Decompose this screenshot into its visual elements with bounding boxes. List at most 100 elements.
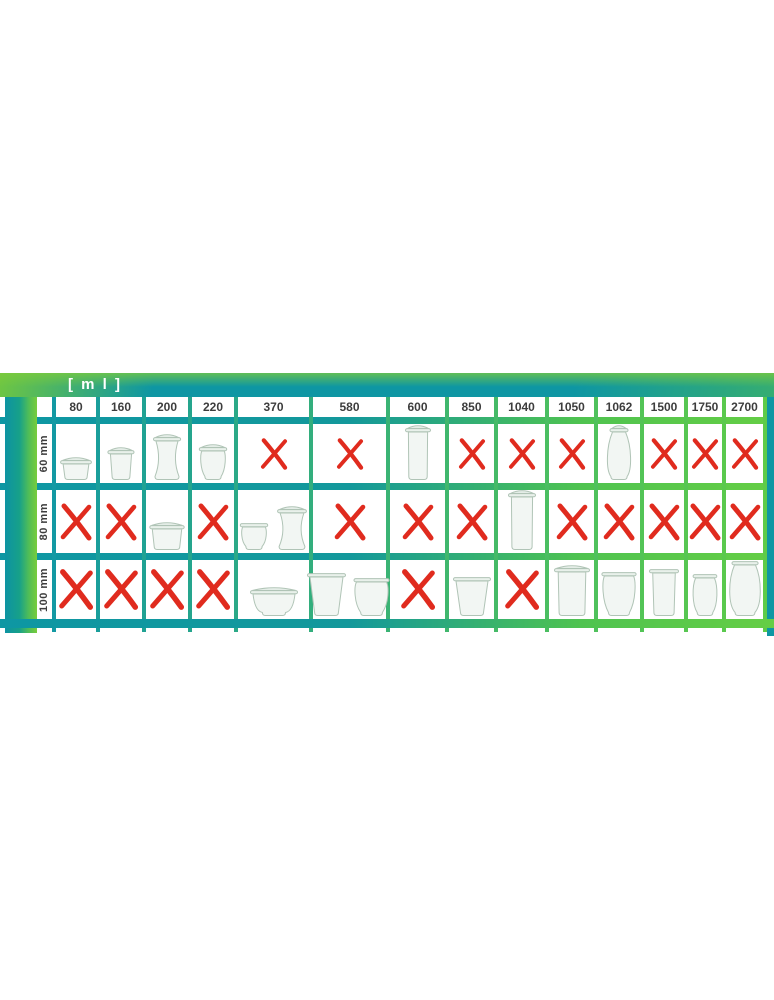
cell-80mm-1062ml (598, 490, 640, 553)
cell-80mm-600ml (390, 490, 445, 553)
column-header-1040: 1040 (498, 397, 545, 417)
cell-60mm-160ml (100, 424, 142, 483)
glass-jar-icon (107, 447, 135, 480)
diameter-label: 100 mm (38, 567, 50, 612)
cell-100mm-580ml (307, 560, 390, 619)
glass-jar-icon (601, 572, 637, 616)
glass-jar-icon (249, 587, 298, 616)
cell-80mm-80ml (56, 490, 96, 553)
cell-100mm-1050ml (549, 560, 594, 619)
glass-jar-icon (153, 434, 182, 480)
glass-jar-icon (149, 522, 185, 550)
unavailable-x-icon (458, 437, 485, 470)
cell-60mm-580ml (313, 424, 386, 483)
cell-80mm-220ml (192, 490, 234, 553)
column-header-label: 370 (263, 400, 284, 414)
cell-100mm-200ml (146, 560, 188, 619)
unavailable-x-icon (150, 569, 185, 610)
glass-jar-icon (649, 569, 679, 616)
grid-line-vertical (763, 397, 767, 632)
right-edge-bar (767, 397, 774, 636)
column-header-200: 200 (146, 397, 188, 417)
cell-80mm-160ml (100, 490, 142, 553)
cell-100mm-370ml (238, 560, 309, 619)
grid-line-vertical (188, 397, 192, 632)
column-header-label: 1500 (650, 400, 678, 414)
unavailable-x-icon (59, 569, 94, 610)
grid-line-vertical (494, 397, 498, 632)
glass-jar-icon (353, 578, 390, 616)
column-header-1062: 1062 (598, 397, 640, 417)
unavailable-x-icon (197, 503, 229, 540)
cell-100mm-1040ml (498, 560, 545, 619)
column-header-label: 80 (69, 400, 83, 414)
unavailable-x-icon (648, 503, 680, 540)
grid-line-vertical (52, 397, 56, 632)
cell-100mm-600ml (390, 560, 445, 619)
unavailable-x-icon (558, 437, 585, 470)
cell-100mm-850ml (449, 560, 494, 619)
column-header-2700: 2700 (726, 397, 763, 417)
diameter-label: 60 mm (38, 434, 50, 473)
cell-80mm-1040ml (498, 490, 545, 553)
cell-60mm-1040ml (498, 424, 545, 483)
grid-line-vertical (594, 397, 598, 632)
column-header-80: 80 (56, 397, 96, 417)
unavailable-x-icon (105, 503, 137, 540)
column-header-370: 370 (238, 397, 309, 417)
row-label-80-mm: 80 mm (36, 490, 52, 553)
unavailable-x-icon (456, 503, 487, 540)
column-header-label: 580 (339, 400, 360, 414)
unavailable-x-icon (104, 569, 139, 610)
glass-jar-icon (307, 573, 346, 616)
unavailable-x-icon (650, 437, 678, 470)
unavailable-x-icon (603, 503, 635, 540)
cell-80mm-1750ml (688, 490, 722, 553)
glass-jar-icon (553, 565, 590, 616)
cell-60mm-2700ml (726, 424, 763, 483)
diameter-label: 80 mm (38, 502, 50, 541)
glass-jar-icon (507, 490, 536, 550)
cell-80mm-1500ml (644, 490, 684, 553)
grid-line-vertical (445, 397, 449, 632)
column-header-220: 220 (192, 397, 234, 417)
unavailable-x-icon (400, 569, 435, 610)
cell-60mm-220ml (192, 424, 234, 483)
unavailable-x-icon (402, 503, 433, 540)
grid-line-bottom (0, 619, 774, 628)
cell-100mm-1750ml (688, 560, 722, 619)
unavailable-x-icon (336, 437, 363, 470)
column-header-label: 1050 (558, 400, 585, 414)
row-label-60-mm: 60 mm (36, 424, 52, 483)
unavailable-x-icon (504, 569, 539, 610)
grid-line-vertical (234, 397, 238, 632)
cell-100mm-2700ml (726, 560, 763, 619)
column-header-label: 2700 (731, 400, 758, 414)
column-header-label: 160 (110, 400, 132, 414)
grid-line-vertical (142, 397, 146, 632)
unavailable-x-icon (508, 437, 535, 470)
column-header-label: 200 (156, 400, 178, 414)
cell-80mm-580ml (313, 490, 386, 553)
column-header-label: 850 (461, 400, 482, 414)
cell-60mm-600ml (390, 424, 445, 483)
cell-60mm-1050ml (549, 424, 594, 483)
unavailable-x-icon (196, 569, 231, 610)
glass-jar-icon (198, 444, 228, 480)
cell-60mm-1062ml (598, 424, 640, 483)
cell-80mm-370ml (238, 490, 309, 553)
unavailable-x-icon (556, 503, 587, 540)
unavailable-x-icon (731, 437, 758, 470)
unavailable-x-icon (260, 437, 287, 470)
cell-100mm-160ml (100, 560, 142, 619)
column-header-label: 600 (407, 400, 428, 414)
unavailable-x-icon (334, 503, 365, 540)
column-header-1050: 1050 (549, 397, 594, 417)
unavailable-x-icon (689, 503, 721, 540)
glass-jar-icon (60, 457, 92, 480)
diameter-gradient-bar (5, 397, 37, 633)
glass-jar-icon (728, 561, 761, 616)
unavailable-x-icon (691, 437, 719, 470)
cell-80mm-200ml (146, 490, 188, 553)
